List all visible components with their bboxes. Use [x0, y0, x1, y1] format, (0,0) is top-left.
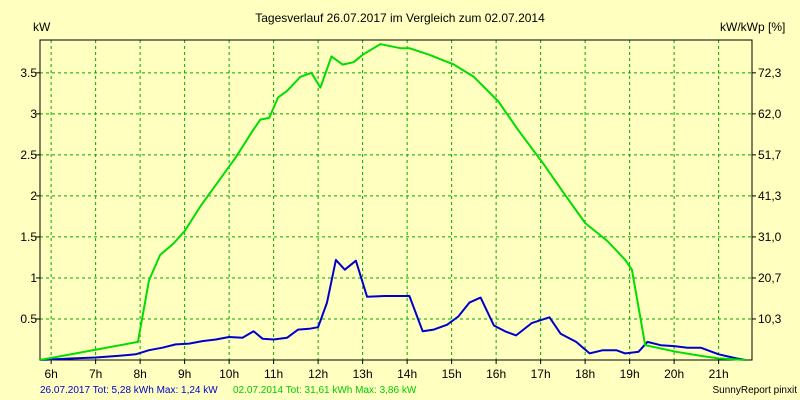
x-tick-label: 17h: [531, 367, 551, 381]
y-axis-left-label: kW: [33, 20, 51, 34]
ticks-layer: 6h 7h 8h 9h 10h 11h 12h 13h 14h 15h 16h 17h 18h 19h 20…: [20, 66, 781, 381]
y-right-tick-label: 41,3: [758, 189, 782, 203]
y-left-tick-label: 2.5: [20, 148, 37, 162]
x-tick-label: 19h: [620, 367, 640, 381]
y-left-tick-label: 2: [30, 189, 37, 203]
x-tick-label: 20h: [664, 367, 684, 381]
y-right-tick-label: 62,0: [758, 107, 782, 121]
x-tick-label: 21h: [709, 367, 729, 381]
y-left-tick-label: 1: [30, 271, 37, 285]
series-line-reference: [39, 43, 746, 361]
x-tick-label: 7h: [89, 367, 102, 381]
footer-series1-summary: 26.07.2017 Tot: 5,28 kWh Max: 1,24 kW: [40, 385, 218, 396]
x-tick-label: 11h: [264, 367, 283, 381]
y-right-tick-label: 51,7: [758, 148, 782, 162]
series-line-today: [39, 258, 746, 361]
x-tick-label: 9h: [178, 367, 191, 381]
footer-series2-summary: 02.07.2014 Tot: 31,61 kWh Max: 3,86 kW: [233, 385, 417, 396]
x-tick-label: 12h: [308, 367, 328, 381]
x-tick-label: 6h: [44, 367, 57, 381]
x-tick-label: 10h: [219, 367, 239, 381]
x-tick-label: 8h: [133, 367, 146, 381]
chart-title: Tagesverlauf 26.07.2017 im Vergleich zum…: [255, 11, 545, 25]
series-layer: [39, 43, 746, 361]
y-axis-right-label: kW/kWp [%]: [720, 20, 785, 34]
footer-credit: SunnyReport pinxit: [713, 385, 798, 396]
x-tick-label: 18h: [575, 367, 595, 381]
x-tick-label: 14h: [397, 367, 417, 381]
y-left-tick-label: 3: [30, 107, 37, 121]
y-right-tick-label: 31,0: [758, 230, 782, 244]
y-left-tick-label: 1.5: [20, 230, 37, 244]
plot-area-border: [39, 39, 753, 361]
x-tick-label: 15h: [442, 367, 462, 381]
x-tick-label: 16h: [486, 367, 506, 381]
x-tick-label: 13h: [353, 367, 373, 381]
y-right-tick-label: 20,7: [758, 271, 782, 285]
y-left-tick-label: 0.5: [20, 312, 37, 326]
y-right-tick-label: 72,3: [758, 66, 782, 80]
y-left-tick-label: 3.5: [20, 66, 37, 80]
y-right-tick-label: 10,3: [758, 312, 782, 326]
grid-layer: [40, 40, 752, 360]
